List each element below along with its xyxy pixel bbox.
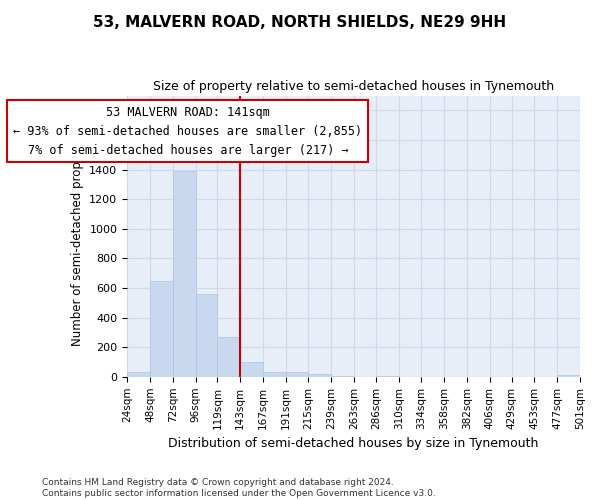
Text: 53, MALVERN ROAD, NORTH SHIELDS, NE29 9HH: 53, MALVERN ROAD, NORTH SHIELDS, NE29 9H… [94, 15, 506, 30]
Bar [286, 372, 308, 377]
Bar [150, 280, 173, 377]
Bar [308, 374, 331, 377]
Text: Contains HM Land Registry data © Crown copyright and database right 2024.
Contai: Contains HM Land Registry data © Crown c… [42, 478, 436, 498]
Bar [196, 294, 217, 377]
X-axis label: Distribution of semi-detached houses by size in Tynemouth: Distribution of semi-detached houses by … [169, 437, 539, 450]
Bar [173, 171, 196, 377]
Bar [127, 372, 150, 377]
Bar [331, 376, 354, 377]
Bar [217, 337, 240, 377]
Bar [557, 376, 580, 377]
Bar [376, 376, 398, 377]
Bar [263, 372, 286, 377]
Bar [240, 362, 263, 377]
Title: Size of property relative to semi-detached houses in Tynemouth: Size of property relative to semi-detach… [153, 80, 554, 93]
Text: 53 MALVERN ROAD: 141sqm
← 93% of semi-detached houses are smaller (2,855)
7% of : 53 MALVERN ROAD: 141sqm ← 93% of semi-de… [13, 106, 362, 156]
Y-axis label: Number of semi-detached properties: Number of semi-detached properties [71, 127, 84, 346]
